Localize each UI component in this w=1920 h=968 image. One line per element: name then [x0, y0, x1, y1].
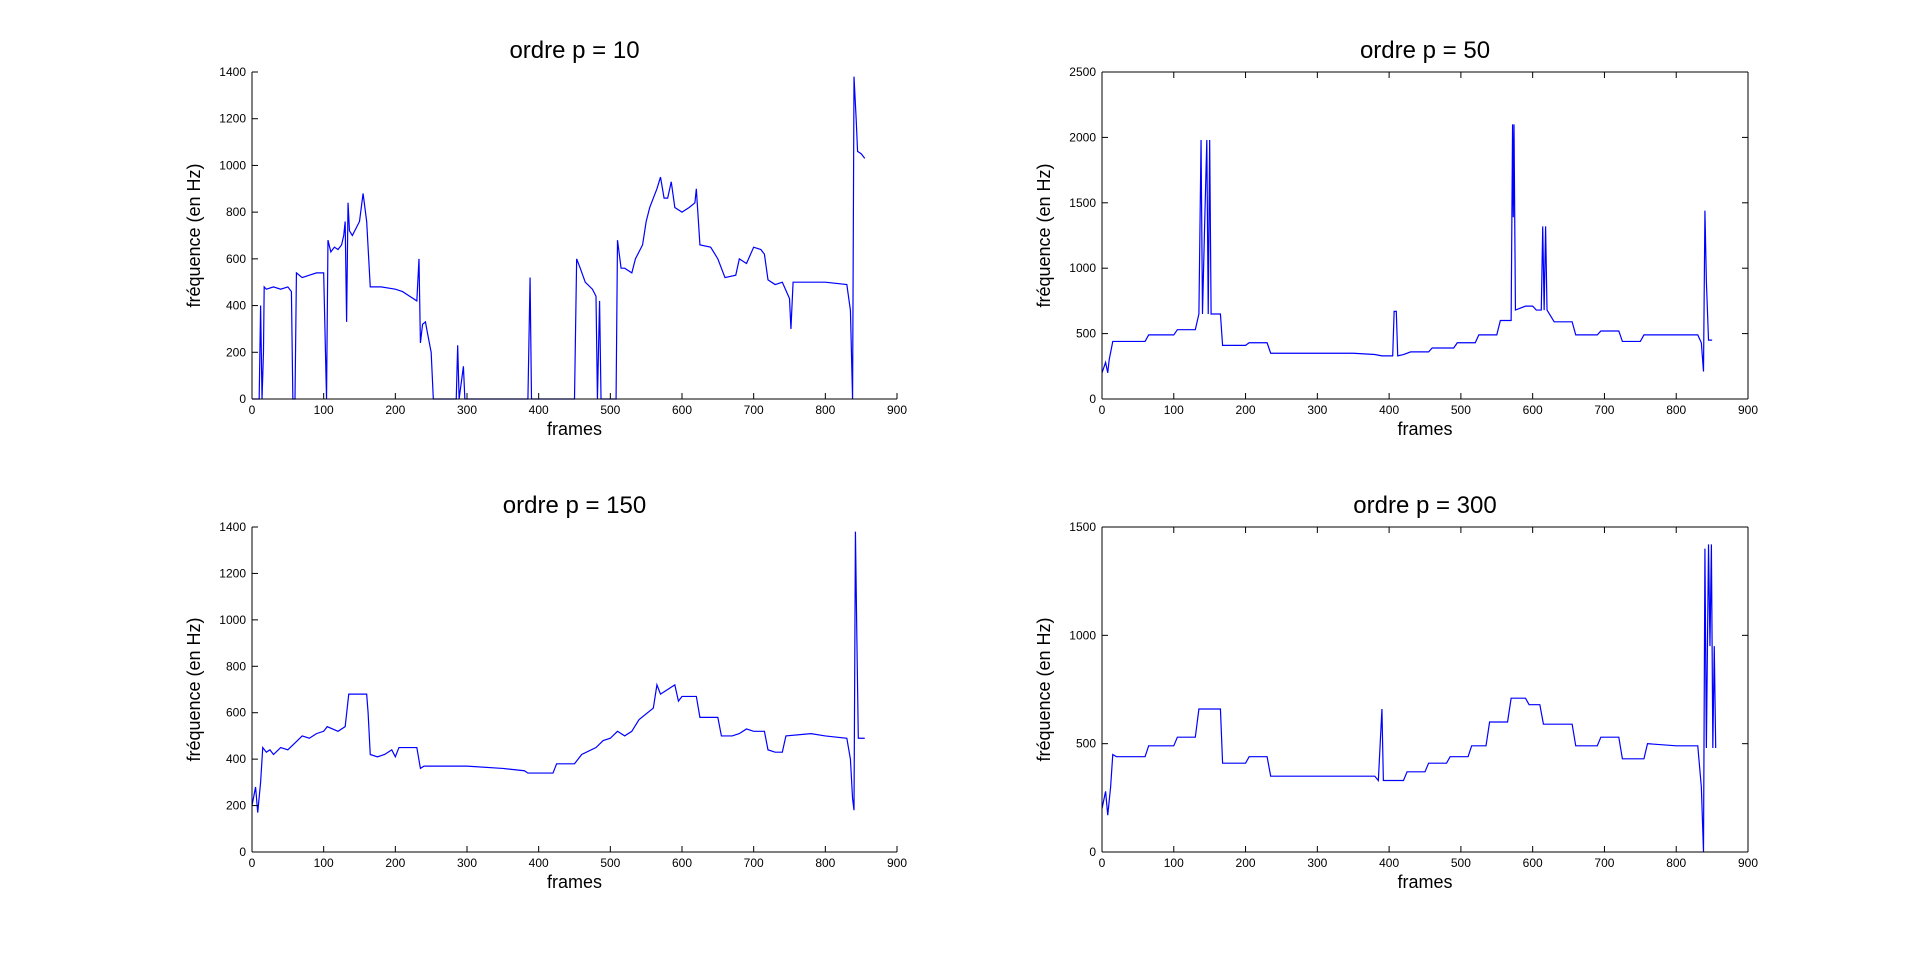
y-tick-label: 500 [1076, 737, 1096, 751]
y-tick-label: 1200 [219, 566, 246, 580]
x-tick-label: 200 [1236, 403, 1256, 417]
x-tick-label: 700 [744, 856, 764, 870]
y-tick-label: 400 [226, 752, 246, 766]
y-tick-label: 1500 [1069, 196, 1096, 210]
x-tick-label: 800 [1666, 856, 1686, 870]
y-tick-label: 200 [226, 345, 246, 359]
x-tick-label: 900 [887, 403, 907, 417]
x-tick-label: 600 [672, 856, 692, 870]
x-tick-label: 700 [1594, 403, 1614, 417]
data-line [1101, 124, 1713, 374]
x-tick-label: 800 [1666, 403, 1686, 417]
subplot: ordre p = 150 frames fréquence (en Hz) 0 100… [184, 492, 907, 892]
y-tick-label: 1500 [1069, 520, 1096, 534]
x-axis-label: frames [547, 419, 602, 439]
y-tick-label: 0 [239, 845, 246, 859]
y-tick-label: 800 [226, 205, 246, 219]
x-tick-label: 900 [1738, 403, 1758, 417]
x-tick-label: 800 [815, 403, 835, 417]
y-tick-label: 400 [226, 299, 246, 313]
y-axis-label: fréquence (en Hz) [1034, 163, 1054, 307]
data-line [252, 76, 866, 400]
y-tick-label: 600 [226, 252, 246, 266]
x-tick-label: 800 [815, 856, 835, 870]
x-tick-label: 300 [1307, 403, 1327, 417]
y-tick-label: 1000 [219, 158, 246, 172]
y-tick-label: 1000 [1069, 628, 1096, 642]
x-tick-label: 0 [1099, 403, 1106, 417]
y-tick-label: 2000 [1069, 130, 1096, 144]
x-tick-label: 600 [1523, 856, 1543, 870]
y-tick-label: 800 [226, 659, 246, 673]
x-tick-label: 300 [1307, 856, 1327, 870]
x-tick-label: 0 [249, 403, 256, 417]
x-tick-label: 100 [1164, 856, 1184, 870]
y-tick-label: 1000 [219, 613, 246, 627]
y-tick-label: 200 [226, 799, 246, 813]
subplot: ordre p = 50 frames fréquence (en Hz) 0 100 2… [1034, 37, 1758, 439]
x-tick-label: 400 [1379, 403, 1399, 417]
x-tick-label: 400 [529, 403, 549, 417]
y-tick-label: 1000 [1069, 261, 1096, 275]
y-axis-label: fréquence (en Hz) [184, 617, 204, 761]
y-tick-label: 1200 [219, 112, 246, 126]
x-tick-label: 900 [887, 856, 907, 870]
data-line [251, 531, 865, 813]
x-tick-label: 300 [457, 856, 477, 870]
y-tick-label: 600 [226, 706, 246, 720]
y-tick-label: 0 [1089, 845, 1096, 859]
x-tick-label: 100 [1164, 403, 1184, 417]
x-tick-label: 200 [385, 403, 405, 417]
chart-title: ordre p = 300 [1353, 492, 1496, 519]
y-axis-label: fréquence (en Hz) [1034, 617, 1054, 761]
chart-title: ordre p = 150 [503, 492, 646, 519]
x-axis-label: frames [1397, 872, 1452, 892]
x-tick-label: 600 [1523, 403, 1543, 417]
y-tick-label: 2500 [1069, 65, 1096, 79]
x-tick-label: 500 [600, 856, 620, 870]
x-tick-label: 100 [314, 856, 334, 870]
x-tick-label: 0 [249, 856, 256, 870]
x-tick-label: 400 [529, 856, 549, 870]
x-tick-label: 100 [314, 403, 334, 417]
y-tick-label: 500 [1076, 327, 1096, 341]
x-tick-label: 500 [1451, 856, 1471, 870]
subplot: ordre p = 300 frames fréquence (en Hz) 0 100… [1034, 492, 1758, 892]
x-tick-label: 500 [600, 403, 620, 417]
x-tick-label: 0 [1099, 856, 1106, 870]
x-tick-label: 400 [1379, 856, 1399, 870]
chart-title: ordre p = 50 [1360, 37, 1490, 64]
x-tick-label: 700 [744, 403, 764, 417]
x-tick-label: 600 [672, 403, 692, 417]
chart-title: ordre p = 10 [509, 37, 639, 64]
x-tick-label: 300 [457, 403, 477, 417]
x-axis-label: frames [547, 872, 602, 892]
y-tick-label: 0 [1089, 392, 1096, 406]
x-tick-label: 900 [1738, 856, 1758, 870]
y-tick-label: 0 [239, 392, 246, 406]
x-tick-label: 500 [1451, 403, 1471, 417]
y-tick-label: 1400 [219, 520, 246, 534]
x-tick-label: 700 [1594, 856, 1614, 870]
subplot: ordre p = 10 frames fréquence (en Hz) 0 100 2… [184, 37, 907, 439]
data-line [1101, 544, 1717, 853]
x-axis-label: frames [1397, 419, 1452, 439]
y-axis-label: fréquence (en Hz) [184, 163, 204, 307]
y-tick-label: 1400 [219, 65, 246, 79]
x-tick-label: 200 [1236, 856, 1256, 870]
x-tick-label: 200 [385, 856, 405, 870]
